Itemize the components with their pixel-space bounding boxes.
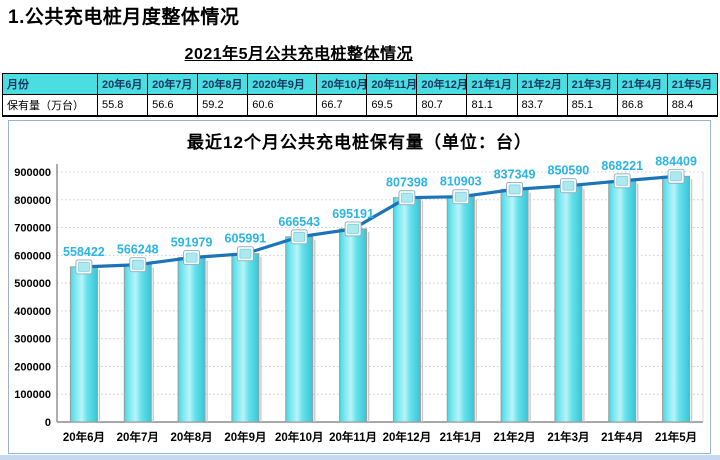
- y-tick-label: 800000: [14, 195, 51, 207]
- bar: [123, 264, 152, 423]
- y-tick-label: 200000: [14, 361, 51, 373]
- table-value-cell: 66.7: [316, 94, 368, 117]
- bar: [446, 196, 475, 423]
- x-tick-label: 20年7月: [117, 430, 159, 444]
- line-marker-core: [293, 232, 306, 242]
- table-header-cell: 21年5月: [666, 73, 719, 95]
- table-value-cell: 59.2: [197, 94, 249, 117]
- line-marker-core: [78, 262, 90, 272]
- line-marker-core: [185, 252, 198, 263]
- chart-title: 最近12个月公共充电桩保有量（单位：台）: [187, 133, 532, 152]
- bar-line-chart: 0 100000 200000 300000 400000 500000 600000 700…: [14, 154, 704, 444]
- y-tick-label: 600000: [14, 250, 51, 262]
- table-header-cell: 20年7月: [147, 73, 199, 95]
- data-label: 666543: [278, 215, 320, 229]
- bar: [608, 180, 637, 423]
- data-label: 837349: [494, 167, 536, 181]
- data-label: 850590: [548, 164, 590, 178]
- x-tick-label: 21年5月: [655, 430, 697, 444]
- line-marker-core: [562, 180, 575, 191]
- table-value-cell: 88.4: [666, 94, 719, 117]
- line-marker-core: [670, 171, 682, 182]
- table-header-cell: 21年3月: [566, 73, 618, 95]
- line-marker-core: [454, 191, 467, 202]
- bar: [392, 197, 421, 423]
- bar: [339, 228, 368, 423]
- table-header-cell: 21年4月: [616, 73, 668, 95]
- table-value-cell: 56.6: [147, 94, 199, 117]
- table-value-cell: 86.8: [616, 94, 668, 117]
- data-label: 695191: [332, 207, 374, 221]
- y-tick-label: 100000: [14, 389, 51, 401]
- table-header-cell: 20年6月: [96, 73, 149, 95]
- table-header-cell: 21年1月: [466, 73, 518, 95]
- chart-plot-area: 0 100000 200000 300000 400000 500000 600000 700…: [9, 154, 709, 454]
- x-tick-label: 21年1月: [440, 430, 482, 444]
- bar: [554, 185, 583, 423]
- data-label: 605991: [225, 232, 267, 246]
- subtitle-container: 2021年5月公共充电桩整体情况: [0, 40, 598, 64]
- line-marker-core: [508, 184, 521, 195]
- bar: [285, 236, 314, 423]
- table-header-cell: 2020年9月: [247, 73, 318, 95]
- page-title: 1.公共充电桩月度整体情况: [8, 7, 240, 28]
- x-tick-label: 20年11月: [329, 430, 377, 444]
- table-value-cell: 55.8: [96, 94, 149, 117]
- table-value-cell: 81.1: [466, 94, 518, 117]
- y-tick-label: 700000: [14, 223, 51, 235]
- line-marker-core: [239, 248, 252, 259]
- bar: [231, 253, 260, 423]
- y-tick-label: 900000: [14, 167, 51, 179]
- data-label: 884409: [655, 154, 697, 168]
- y-tick-label: 0: [45, 417, 51, 429]
- data-label: 868221: [601, 159, 643, 173]
- table-row-label: 保有量（万台）: [2, 94, 98, 117]
- bar: [177, 257, 206, 423]
- bar: [69, 266, 98, 423]
- table-value-cell: 85.1: [566, 94, 618, 117]
- data-label: 591979: [171, 236, 213, 250]
- x-tick-label: 20年6月: [63, 430, 105, 444]
- report-subtitle: 2021年5月公共充电桩整体情况: [184, 46, 414, 63]
- table-value-cell: 83.7: [516, 94, 568, 117]
- data-label: 807398: [386, 176, 428, 190]
- x-tick-label: 20年9月: [224, 430, 266, 444]
- table-header-cell: 20年12月: [416, 73, 468, 95]
- bottom-strip: [0, 455, 720, 460]
- table-header-cell: 20年11月: [366, 73, 418, 95]
- x-tick-label: 20年10月: [275, 430, 324, 444]
- bar: [662, 175, 691, 423]
- line-marker-core: [401, 192, 413, 203]
- chart-panel: 最近12个月公共充电桩保有量（单位：台） 0 100000 200000 300000…: [8, 120, 711, 454]
- table-header-cell: 21年2月: [516, 73, 568, 95]
- line-marker-core: [347, 224, 359, 234]
- table-header-month-label: 月份: [2, 73, 98, 95]
- y-tick-label: 500000: [14, 278, 51, 290]
- line-marker-core: [131, 259, 144, 270]
- table-header-cell: 20年10月: [316, 73, 368, 95]
- x-tick-label: 20年12月: [383, 430, 432, 444]
- trend-line: [83, 174, 677, 269]
- table-value-cell: 69.5: [366, 94, 418, 117]
- x-tick-label: 21年3月: [547, 430, 589, 444]
- data-label: 566248: [117, 243, 159, 257]
- data-label: 558422: [63, 245, 105, 259]
- table-value-cell: 80.7: [416, 94, 468, 117]
- y-tick-label: 300000: [14, 334, 51, 346]
- x-tick-label: 20年8月: [170, 430, 212, 444]
- line-marker-core: [616, 175, 629, 186]
- x-tick-label: 21年2月: [493, 430, 535, 444]
- data-label: 810903: [440, 175, 482, 189]
- bar: [500, 188, 529, 423]
- table-value-cell: 60.6: [247, 94, 318, 117]
- x-tick-label: 21年4月: [601, 430, 643, 444]
- monthly-summary-table: 月份 20年6月 20年7月 20年8月 2020年9月 20年10月 20年11月 20年1…: [2, 73, 719, 117]
- y-tick-label: 400000: [14, 306, 51, 318]
- table-header-cell: 20年8月: [197, 73, 249, 95]
